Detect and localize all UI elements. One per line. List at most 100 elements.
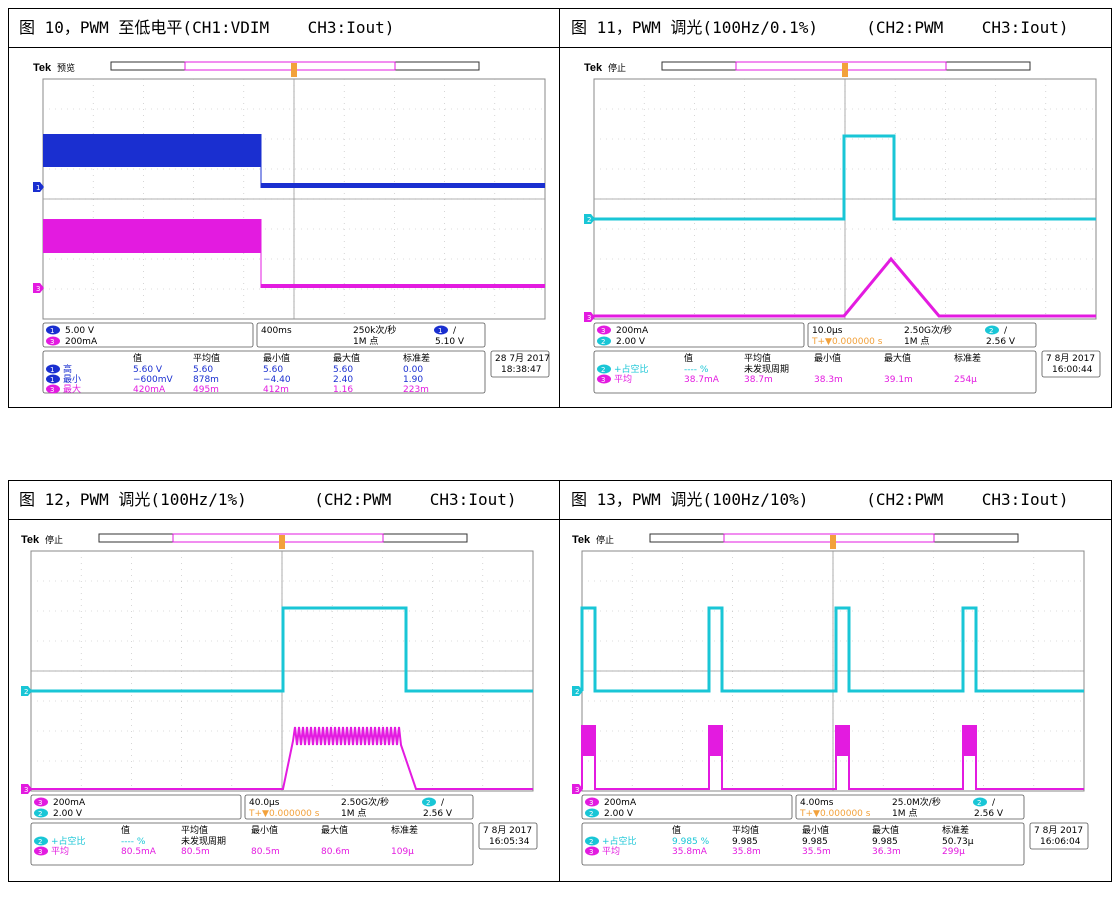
measurement-column-header: 最大值 [321, 824, 348, 836]
record-view-window [735, 61, 947, 71]
tek-logo: Tek [572, 534, 591, 546]
sample-rate: 2.50G次/秒 [904, 324, 952, 336]
sample-rate: 2.50G次/秒 [341, 796, 389, 808]
channel-scale: 200mA [65, 337, 98, 347]
measurement-column-header: 值 [684, 352, 693, 364]
channel-marker-icon[interactable]: 1 [33, 182, 44, 192]
scope-date: 7 8月 2017 [483, 825, 532, 836]
trigger-position-icon [291, 63, 297, 77]
record-length: 1M 点 [353, 336, 378, 347]
measurement-column-header: 标准差 [942, 824, 969, 836]
measurement-column-header: 标准差 [403, 352, 430, 364]
channel-badge-icon [597, 325, 611, 335]
waveforms [580, 606, 1084, 790]
waveforms [31, 606, 533, 790]
trigger-offset: T+▼0.000000 s [811, 337, 883, 347]
measurement-column-header: 最大值 [884, 352, 911, 364]
measurement-table: 值 平均值 最小值 最大值 标准差 2 +占空比 ---- % 未发现周期 3 平均 38.7mA 38… [593, 350, 1037, 394]
measurement-value: 35.5m [802, 847, 831, 857]
timebase: 4.00ms [800, 798, 834, 808]
svg-text:2: 2 [575, 688, 579, 696]
measurement-channel: 3 [38, 848, 42, 856]
timebase: 400ms [261, 326, 292, 336]
channel-number: 3 [589, 799, 593, 807]
tek-logo: Tek [21, 534, 40, 546]
channel-badge-icon [46, 325, 60, 335]
measurement-channel: 1 [50, 366, 54, 374]
ch3-pulse-fill [582, 726, 595, 756]
figure-caption-12: 图 12，PWM 调光(100Hz/1%) (CH2:PWM CH3:Iout) [19, 490, 517, 509]
measurement-value: −4.40 [263, 375, 291, 385]
measurement-column-header: 平均值 [193, 352, 220, 364]
measurement-channel-icon [585, 846, 599, 856]
measurement-channel: 3 [601, 376, 605, 384]
waveforms [43, 134, 545, 288]
channel-scale: 200mA [53, 798, 86, 808]
measurement-value: 未发现周期 [744, 363, 789, 375]
figure-table-top: 图 10，PWM 至低电平(CH1:VDIM CH3:Iout) 图 11，PW… [8, 8, 1112, 408]
scope-time: 16:06:04 [1040, 837, 1081, 847]
trigger-slope-icon: / [1004, 326, 1008, 336]
scope-display: Tek 停止 2 3 3 200mA 2 2.00 V 10.0μs 2.50G次/秒1M 点 T+… [584, 61, 1101, 394]
measurement-value: 1.90 [403, 375, 423, 385]
trigger-channel: 1 [438, 327, 442, 335]
tek-logo: Tek [33, 62, 52, 74]
measurement-table: 值 平均值 最小值 最大值 标准差 2 +占空比 9.985 % 9.985 9.985 9.985… [581, 822, 1025, 866]
channel-marker-icon[interactable]: 2 [21, 686, 32, 696]
measurement-column-header: 最小值 [251, 824, 278, 836]
oscilloscope-screenshot-fig11: Tek 停止 2 3 3 200mA 2 2.00 V 10.0μs 2.50G次/秒 1M 点 T+… [584, 57, 1104, 407]
channel-number: 1 [50, 327, 54, 335]
channel-badge-icon [34, 808, 48, 818]
measurement-value: 39.1m [884, 375, 913, 385]
measurement-value: 109μ [391, 847, 414, 857]
ch3-waveform [31, 726, 533, 790]
trigger-level: 2.56 V [974, 809, 1004, 819]
oscilloscope-screenshot-fig13: Tek 停止 2 3 3 200mA 2 2.00 V 4.00ms 25.0M次/秒 1M 点 T+… [572, 529, 1092, 879]
channel-marker-icon[interactable]: 3 [21, 784, 32, 794]
measurement-column-header: 平均值 [181, 824, 208, 836]
measurement-name: 平均 [51, 845, 69, 857]
measurement-channel-icon [46, 374, 60, 384]
channel-marker-icon[interactable]: 3 [584, 312, 595, 322]
scope-date: 28 7月 2017 [495, 353, 550, 364]
measurement-value: 9.985 [872, 837, 898, 847]
measurement-channel-icon [34, 846, 48, 856]
channel-marker-icon[interactable]: 2 [572, 686, 583, 696]
measurement-channel: 2 [38, 838, 42, 846]
measurement-channel: 2 [601, 366, 605, 374]
measurement-column-header: 最小值 [814, 352, 841, 364]
ch3-waveform [594, 256, 1096, 318]
measurement-name: 高 [63, 363, 72, 375]
trigger-position-icon [842, 63, 848, 77]
measurement-table: 值 平均值 最小值 最大值 标准差 1 高 5.60 V 5.60 5.60 5.60 0.00 1 最小… [42, 350, 486, 395]
measurement-value: 38.7m [744, 375, 773, 385]
scope-date: 7 8月 2017 [1046, 353, 1095, 364]
measurement-value: 254μ [954, 375, 977, 385]
channel-scale: 200mA [604, 798, 637, 808]
channel-number: 2 [589, 810, 593, 818]
acquisition-status: 预览 [57, 62, 75, 74]
scope-time: 16:00:44 [1052, 365, 1093, 375]
channel-scale-readout: 3 200mA 2 2.00 V [30, 794, 242, 820]
measurement-name: 最大 [63, 383, 81, 395]
measurement-channel-icon [34, 836, 48, 846]
timebase-readout: 40.0μs 2.50G次/秒1M 点 T+▼0.000000 s 2 /2.56 V [244, 794, 474, 820]
channel-number: 2 [38, 810, 42, 818]
measurement-value: 9.985 % [672, 837, 710, 847]
trigger-offset: T+▼0.000000 s [799, 809, 871, 819]
measurement-value: 35.8mA [672, 847, 708, 857]
ch3-pulse-fill [709, 726, 722, 756]
channel-marker-icon[interactable]: 2 [584, 214, 595, 224]
channel-marker-icon[interactable]: 3 [33, 283, 44, 293]
ch3-pulse-fill [836, 726, 849, 756]
measurement-column-header: 值 [121, 824, 130, 836]
measurement-column-header: 标准差 [954, 352, 981, 364]
measurement-value: 878m [193, 375, 219, 385]
measurement-column-header: 平均值 [732, 824, 759, 836]
channel-scale-readout: 1 5.00 V 3 200mA [42, 322, 254, 348]
channel-marker-icon[interactable]: 3 [572, 784, 583, 794]
ch1-waveform-low [261, 183, 545, 188]
measurement-value: 495m [193, 385, 219, 395]
